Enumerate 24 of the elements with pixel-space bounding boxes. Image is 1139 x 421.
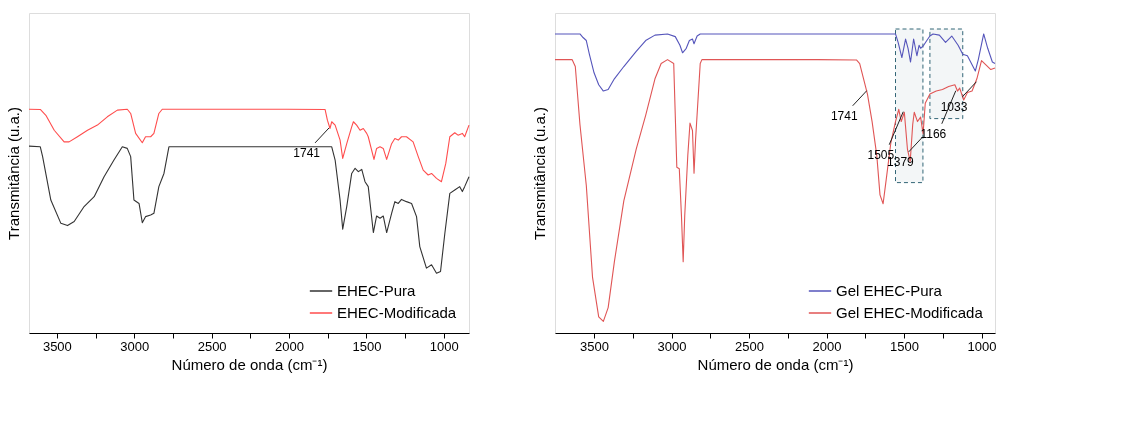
x-tick-label: 2500 <box>197 338 227 354</box>
x-tick-label: 3500 <box>42 338 72 354</box>
annotation: 1741 <box>293 145 321 160</box>
y-axis-title: Transmitância (u.a.) <box>4 107 22 240</box>
x-tick-label: 3000 <box>657 338 687 354</box>
legend-label: Gel EHEC-Modificada <box>836 304 984 321</box>
x-tick-label: 1000 <box>967 338 997 354</box>
x-tick-label: 2000 <box>812 338 842 354</box>
legend-label: Gel EHEC-Pura <box>836 282 943 299</box>
x-tick-label: 1000 <box>429 338 459 354</box>
x-tick-label: 1500 <box>890 338 919 354</box>
annotation: 1166 <box>920 126 947 141</box>
x-tick-label: 2500 <box>735 338 764 354</box>
x-axis-title: Número de onda (cm⁻¹) <box>697 355 854 373</box>
y-axis-title: Transmitância (u.a.) <box>530 107 548 240</box>
annotation: 1033 <box>940 99 968 114</box>
legend-label: EHEC-Modificada <box>337 304 457 321</box>
x-tick-label: 1500 <box>352 338 382 354</box>
annotation: 1741 <box>830 108 858 123</box>
legend-label: EHEC-Pura <box>337 282 417 299</box>
x-tick-label: 3500 <box>580 338 610 354</box>
x-axis-title: Número de onda (cm⁻¹) <box>171 355 328 373</box>
x-tick-label: 3000 <box>120 338 150 354</box>
x-tick-label: 2000 <box>275 338 304 354</box>
